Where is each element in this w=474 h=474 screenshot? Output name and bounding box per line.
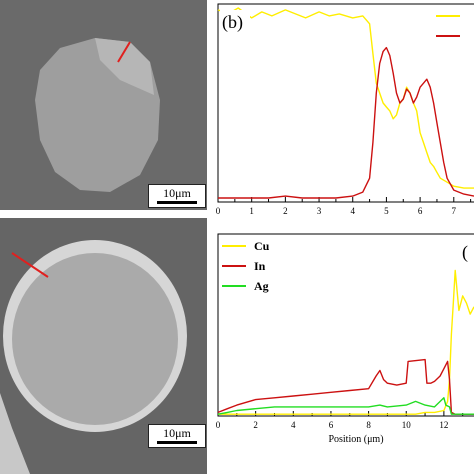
x-tick-label: 6 — [418, 206, 423, 216]
x-tick-label: 0 — [216, 420, 221, 430]
scale-bar-bottom: 10μm — [148, 424, 206, 448]
linescan-chart-bottom-svg: 0 2 4 6 8 10 12 Position (μm) ( Cu In Ag — [216, 233, 474, 445]
x-tick-label: 12 — [439, 420, 448, 430]
x-tick-label: 6 — [329, 420, 334, 430]
x-tick-label: 10 — [402, 420, 412, 430]
plot-frame — [217, 3, 474, 203]
scale-bar-bottom-label: 10μm — [163, 426, 191, 440]
x-tick-label: 5 — [384, 206, 389, 216]
scale-bar-top-line — [157, 201, 197, 204]
x-tick-label: 4 — [350, 206, 355, 216]
linescan-marker-bottom — [11, 252, 49, 278]
panel-label-bg — [220, 10, 250, 34]
legend-label-ag: Ag — [254, 279, 269, 293]
legend-label-cu: Cu — [254, 239, 270, 253]
scale-bar-bottom-line — [157, 441, 197, 444]
wire-cross-section-bottom — [12, 253, 178, 425]
x-axis-label: Position (μm) — [328, 434, 383, 445]
linescan-marker-top — [117, 41, 131, 63]
legend-label-in: In — [254, 259, 266, 273]
linescan-chart-top-svg: 0 1 2 3 4 5 6 7 (b) — [216, 3, 474, 216]
wire-rim-top — [95, 38, 154, 95]
series-line-in — [217, 358, 474, 415]
series-line-cu — [218, 269, 474, 415]
panel-label: ( — [462, 242, 468, 263]
scale-bar-top-label: 10μm — [163, 186, 191, 200]
sem-image-top: 10μm — [0, 0, 207, 210]
x-tick-label: 2 — [253, 420, 258, 430]
series-line-ag — [217, 397, 474, 415]
x-tick-label: 1 — [249, 206, 254, 216]
x-tick-label: 7 — [452, 206, 457, 216]
x-tick-label: 4 — [291, 420, 296, 430]
sem-top-drawing — [0, 0, 207, 210]
panel-label: (b) — [222, 12, 243, 33]
series-line-1 — [218, 46, 474, 199]
neighbor-wire-bottom — [0, 393, 30, 474]
linescan-chart-bottom: 0 2 4 6 8 10 12 Position (μm) ( Cu In Ag — [208, 232, 474, 474]
series-line-0 — [217, 7, 474, 189]
x-tick-label: 8 — [366, 420, 371, 430]
scale-bar-top: 10μm — [148, 184, 206, 208]
x-tick-label: 2 — [283, 206, 288, 216]
plot-frame — [217, 233, 474, 417]
x-tick-label: 0 — [216, 206, 221, 216]
linescan-chart-top: 0 1 2 3 4 5 6 7 (b) — [208, 0, 474, 230]
sem-image-bottom: 10μm — [0, 218, 207, 474]
x-tick-label: 3 — [317, 206, 322, 216]
